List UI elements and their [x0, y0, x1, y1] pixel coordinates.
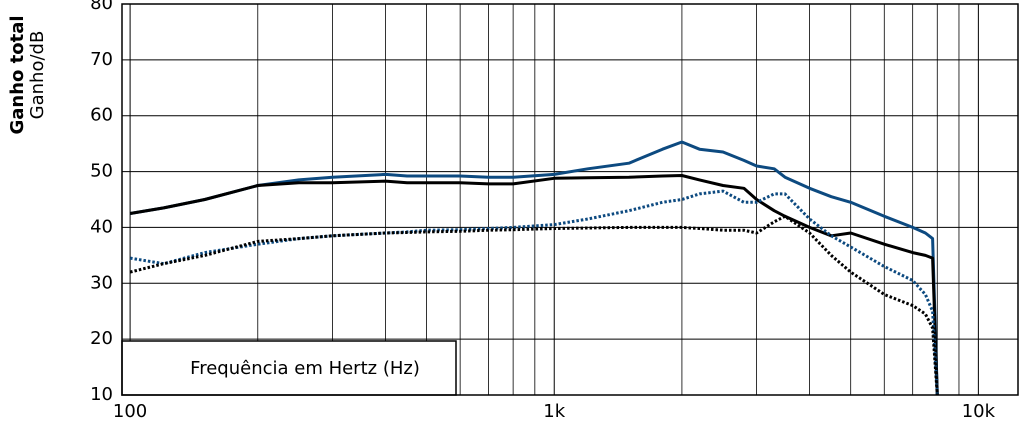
x-axis-label: Frequência em Hertz (Hz) — [190, 358, 420, 379]
series-line — [129, 214, 939, 396]
grid — [122, 3, 1018, 396]
x-tick-label: 1k — [543, 401, 565, 422]
y-tick-label: 80 — [90, 0, 113, 14]
x-tick-label: 100 — [113, 401, 147, 422]
y-axis-label: Ganho total — [7, 15, 28, 134]
y-axis-unit: Ganho/dB — [27, 31, 48, 120]
y-tick-label: 30 — [90, 272, 113, 293]
series-line — [129, 174, 939, 396]
plot-frame — [121, 3, 1019, 396]
y-tick-label: 60 — [90, 105, 113, 126]
series-line — [129, 140, 939, 396]
xlabel-box — [121, 340, 457, 396]
series-line — [129, 189, 939, 396]
y-tick-label: 10 — [90, 384, 113, 405]
y-tick-label: 50 — [90, 161, 113, 182]
y-tick-label: 40 — [90, 216, 113, 237]
y-tick-label: 70 — [90, 49, 113, 70]
lines — [129, 140, 939, 396]
y-tick-label: 20 — [90, 328, 113, 349]
x-tick-label: 10k — [962, 401, 996, 422]
